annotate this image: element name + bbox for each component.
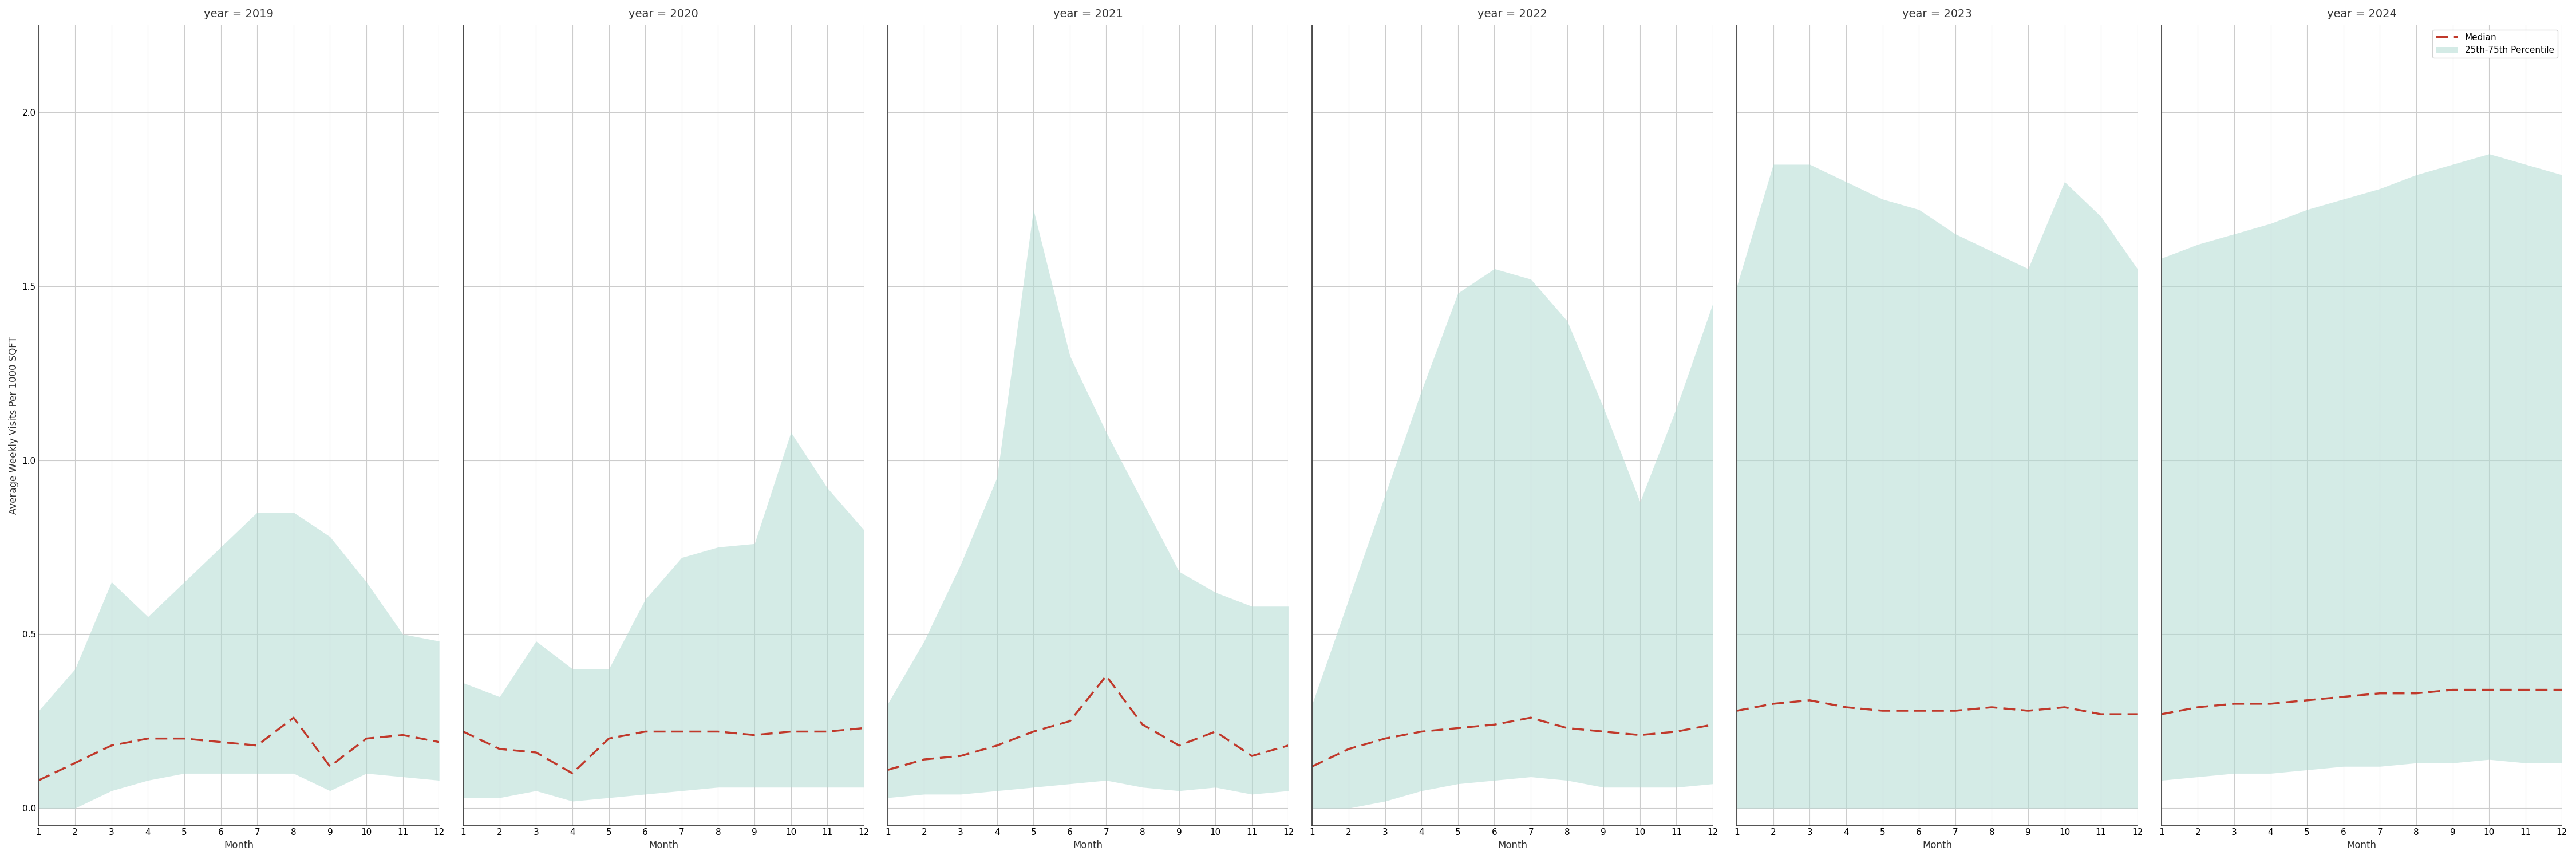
Median	[2365, 688, 2396, 698]
X-axis label: Month: Month	[1074, 840, 1103, 850]
Line: Median: Median	[1311, 717, 1713, 766]
Median	[2123, 709, 2154, 719]
Median	[1757, 698, 1788, 709]
Median	[811, 727, 842, 737]
Legend: Median, 25th-75th Percentile: Median, 25th-75th Percentile	[2432, 29, 2558, 58]
Median	[775, 727, 806, 737]
Median	[2087, 709, 2117, 719]
Median	[1698, 720, 1728, 730]
Median	[1054, 716, 1084, 727]
Median	[2437, 685, 2468, 695]
Median	[1273, 740, 1303, 751]
Median	[2254, 698, 2285, 709]
Line: Median: Median	[2161, 690, 2563, 714]
Median	[1296, 761, 1327, 771]
Median	[1164, 740, 1195, 751]
X-axis label: Month: Month	[224, 840, 255, 850]
Median	[703, 727, 734, 737]
Median	[909, 754, 940, 765]
Median	[59, 758, 90, 768]
Y-axis label: Average Weekly Visits Per 1000 SQFT: Average Weekly Visits Per 1000 SQFT	[8, 337, 18, 515]
Median	[873, 765, 904, 775]
Median	[1976, 702, 2007, 712]
Median	[484, 744, 515, 754]
Median	[1479, 720, 1510, 730]
Median	[1018, 727, 1048, 737]
Median	[520, 747, 551, 758]
Median	[848, 723, 878, 734]
Median	[2509, 685, 2540, 695]
Median	[1443, 723, 1473, 734]
Median	[1868, 705, 1899, 716]
Line: Median: Median	[39, 717, 438, 780]
Median	[2048, 702, 2079, 712]
Median	[170, 734, 201, 744]
Median	[1589, 727, 1620, 737]
Median	[1334, 744, 1365, 754]
Title: year = 2022: year = 2022	[1479, 9, 1548, 20]
Median	[314, 761, 345, 771]
X-axis label: Month: Month	[2347, 840, 2378, 850]
Title: year = 2024: year = 2024	[2326, 9, 2396, 20]
Median	[1128, 720, 1159, 730]
Median	[592, 734, 623, 744]
Median	[206, 737, 237, 747]
Title: year = 2021: year = 2021	[1054, 9, 1123, 20]
Median	[1200, 727, 1231, 737]
Median	[448, 727, 479, 737]
Median	[1515, 712, 1546, 722]
Median	[556, 768, 587, 778]
X-axis label: Month: Month	[1497, 840, 1528, 850]
Median	[1904, 705, 1935, 716]
Median	[278, 712, 309, 722]
Median	[1090, 671, 1121, 681]
Median	[1721, 705, 1752, 716]
Median	[2401, 688, 2432, 698]
Median	[1370, 734, 1401, 744]
Median	[2473, 685, 2504, 695]
Median	[2182, 702, 2213, 712]
Median	[2329, 691, 2360, 702]
Median	[1236, 751, 1267, 761]
Median	[1940, 705, 1971, 716]
Median	[2012, 705, 2043, 716]
Line: Median: Median	[1736, 700, 2138, 714]
Median	[1625, 730, 1656, 740]
Median	[1832, 702, 1862, 712]
Median	[739, 730, 770, 740]
Median	[131, 734, 162, 744]
X-axis label: Month: Month	[649, 840, 677, 850]
Median	[981, 740, 1012, 751]
Median	[945, 751, 976, 761]
Median	[1551, 723, 1582, 734]
Median	[2293, 695, 2324, 705]
Title: year = 2019: year = 2019	[204, 9, 273, 20]
Median	[2548, 685, 2576, 695]
Median	[1795, 695, 1826, 705]
Median	[2146, 709, 2177, 719]
Line: Median: Median	[464, 728, 863, 773]
Median	[95, 740, 126, 751]
Median	[1406, 727, 1437, 737]
Median	[386, 730, 417, 740]
Median	[422, 737, 453, 747]
Median	[242, 740, 273, 751]
Median	[23, 775, 54, 785]
Line: Median: Median	[889, 676, 1288, 770]
Title: year = 2023: year = 2023	[1901, 9, 1973, 20]
Median	[1662, 727, 1692, 737]
Median	[667, 727, 698, 737]
Median	[629, 727, 659, 737]
X-axis label: Month: Month	[1922, 840, 1953, 850]
Title: year = 2020: year = 2020	[629, 9, 698, 20]
Median	[2218, 698, 2249, 709]
Median	[350, 734, 381, 744]
